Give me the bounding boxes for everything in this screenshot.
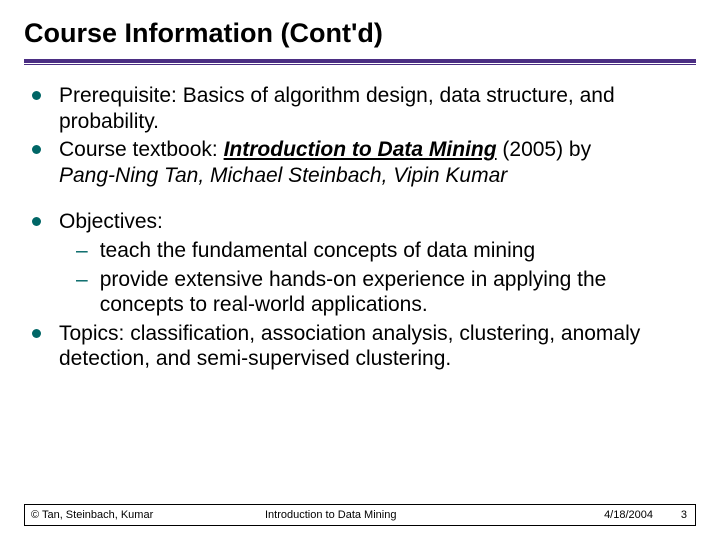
bullet-item: Topics: classification, association anal… <box>32 321 692 372</box>
bullet-icon <box>32 145 41 154</box>
slide-footer: © Tan, Steinbach, Kumar Introduction to … <box>24 504 696 526</box>
bullet-icon <box>32 91 41 100</box>
textbook-label: Course textbook: <box>59 138 224 161</box>
footer-page-number: 3 <box>653 509 695 521</box>
dash-icon: – <box>76 267 88 293</box>
bullet-icon <box>32 217 41 226</box>
bullet-text: Course textbook: Introduction to Data Mi… <box>59 137 591 188</box>
spacer <box>32 191 692 209</box>
bullet-item: Objectives: <box>32 209 692 235</box>
bullet-text: Topics: classification, association anal… <box>59 321 692 372</box>
title-rule-thin <box>24 64 696 65</box>
slide-body: Prerequisite: Basics of algorithm design… <box>24 83 696 372</box>
bullet-text: Prerequisite: Basics of algorithm design… <box>59 83 692 134</box>
sub-bullet-text: provide extensive hands-on experience in… <box>100 267 692 318</box>
textbook-year: (2005) by <box>497 138 592 161</box>
bullet-text: Objectives: <box>59 209 163 235</box>
footer-date: 4/18/2004 <box>543 509 653 521</box>
textbook-authors: Pang-Ning Tan, Michael Steinbach, Vipin … <box>59 164 507 187</box>
slide: Course Information (Cont'd) Prerequisite… <box>0 0 720 540</box>
bullet-item: Prerequisite: Basics of algorithm design… <box>32 83 692 134</box>
bullet-item: Course textbook: Introduction to Data Mi… <box>32 137 692 188</box>
footer-course: Introduction to Data Mining <box>235 509 543 521</box>
footer-copyright: © Tan, Steinbach, Kumar <box>25 509 235 521</box>
sub-bullet-item: – teach the fundamental concepts of data… <box>76 238 692 264</box>
textbook-title: Introduction to Data Mining <box>224 138 497 161</box>
dash-icon: – <box>76 238 88 264</box>
slide-title: Course Information (Cont'd) <box>24 18 696 49</box>
sub-bullet-item: – provide extensive hands-on experience … <box>76 267 692 318</box>
bullet-icon <box>32 329 41 338</box>
sub-bullet-text: teach the fundamental concepts of data m… <box>100 238 535 264</box>
title-rule-thick <box>24 59 696 63</box>
